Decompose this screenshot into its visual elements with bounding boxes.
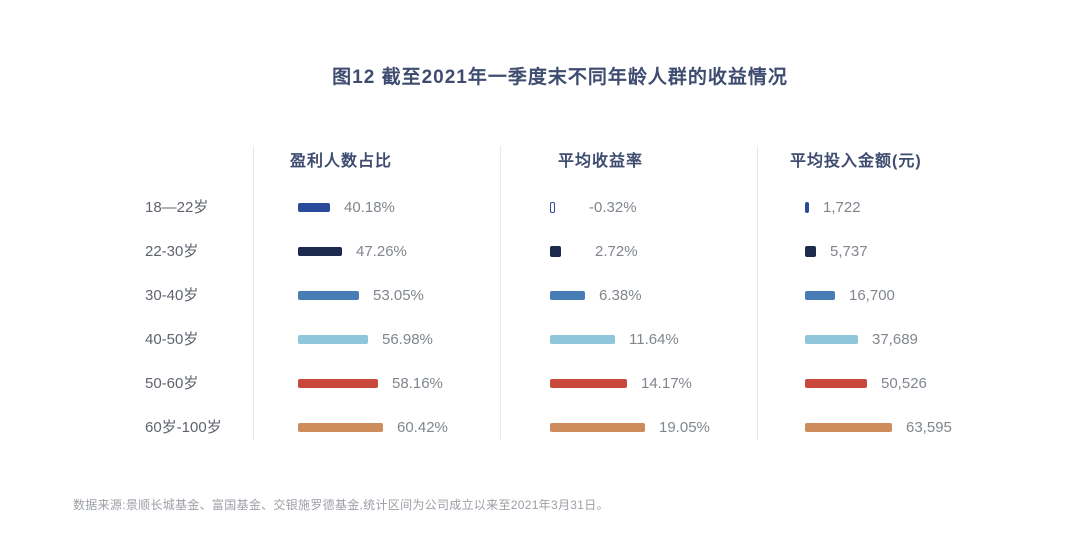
value-label-avg-return: 19.05% (659, 419, 710, 436)
bar-avg-return (550, 335, 615, 344)
age-group-label: 60岁-100岁 (145, 419, 222, 436)
bar-avg-return (550, 246, 561, 257)
age-group-label: 30-40岁 (145, 287, 199, 304)
value-label-avg-investment: 37,689 (872, 331, 918, 348)
value-label-profit-ratio: 58.16% (392, 375, 443, 392)
value-label-profit-ratio: 40.18% (344, 199, 395, 216)
age-group-label: 18—22岁 (145, 199, 209, 216)
value-label-avg-investment: 16,700 (849, 287, 895, 304)
bar-profit-ratio (298, 379, 378, 388)
column-divider (500, 146, 501, 440)
column-divider (757, 146, 758, 440)
bar-avg-investment (805, 379, 867, 388)
value-label-avg-investment: 5,737 (830, 243, 868, 260)
bar-profit-ratio (298, 335, 368, 344)
bar-avg-investment (805, 335, 858, 344)
bar-profit-ratio (298, 203, 330, 212)
data-source-note: 数据来源:景顺长城基金、富国基金、交银施罗德基金,统计区间为公司成立以来至202… (73, 498, 609, 512)
value-label-avg-return: 2.72% (595, 243, 638, 260)
value-label-avg-return: 6.38% (599, 287, 642, 304)
value-label-avg-return: 14.17% (641, 375, 692, 392)
value-label-profit-ratio: 53.05% (373, 287, 424, 304)
value-label-avg-investment: 50,526 (881, 375, 927, 392)
value-label-profit-ratio: 60.42% (397, 419, 448, 436)
bar-profit-ratio (298, 291, 359, 300)
value-label-profit-ratio: 47.26% (356, 243, 407, 260)
bar-avg-investment (805, 291, 835, 300)
age-group-label: 22-30岁 (145, 243, 199, 260)
bar-avg-return (550, 202, 555, 213)
column-divider (253, 146, 254, 440)
age-group-label: 50-60岁 (145, 375, 199, 392)
column-header-avg-investment: 平均投入金额(元) (790, 153, 922, 170)
value-label-avg-return: -0.32% (589, 199, 637, 216)
value-label-avg-investment: 63,595 (906, 419, 952, 436)
column-header-profit-ratio: 盈利人数占比 (290, 153, 393, 170)
bar-avg-return (550, 291, 585, 300)
bar-avg-investment (805, 202, 809, 213)
bar-avg-investment (805, 246, 816, 257)
bar-profit-ratio (298, 247, 342, 256)
bar-avg-investment (805, 423, 892, 432)
value-label-avg-investment: 1,722 (823, 199, 861, 216)
column-header-avg-return: 平均收益率 (558, 153, 644, 170)
bar-avg-return (550, 379, 627, 388)
value-label-avg-return: 11.64% (629, 331, 679, 348)
value-label-profit-ratio: 56.98% (382, 331, 433, 348)
age-group-label: 40-50岁 (145, 331, 199, 348)
bar-avg-return (550, 423, 645, 432)
figure-title: 图12 截至2021年一季度末不同年龄人群的收益情况 (332, 67, 788, 88)
bar-profit-ratio (298, 423, 383, 432)
